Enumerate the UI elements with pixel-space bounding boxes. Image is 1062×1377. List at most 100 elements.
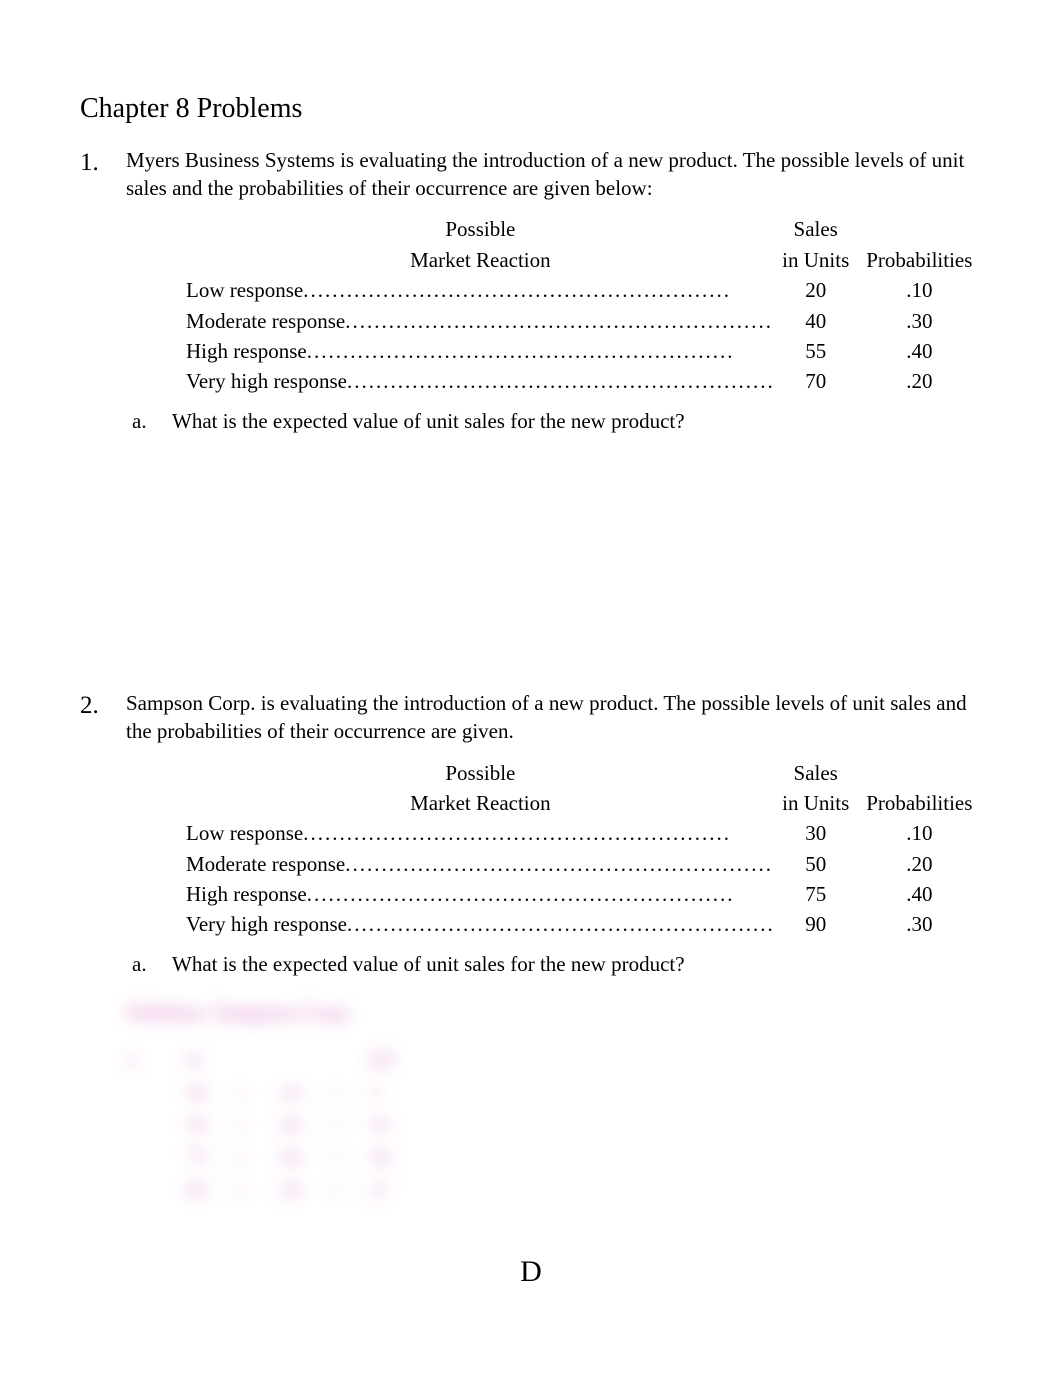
problem-body: Myers Business Systems is evaluating the… xyxy=(126,146,982,435)
s-dp: 3 xyxy=(355,1077,410,1109)
s-eq: = xyxy=(315,1109,355,1141)
table-header-prob: Probabilities xyxy=(857,245,982,275)
sub-letter: a. xyxy=(126,950,172,978)
row-prob: .10 xyxy=(857,818,982,848)
data-table-1: Possible Sales Market Reaction in Units … xyxy=(186,214,982,396)
dots: ........................................… xyxy=(307,337,775,365)
sub-question-1a: a. What is the expected value of unit sa… xyxy=(126,407,982,435)
problem-body: Sampson Corp. is evaluating the introduc… xyxy=(126,689,982,978)
row-sales: 75 xyxy=(775,879,857,909)
row-label: Very high response xyxy=(186,367,347,395)
table-header-blank xyxy=(857,214,982,244)
row-sales: 20 xyxy=(775,275,857,305)
blurred-solution: Solution: Sampson Corp. a. D DP 30 × .10… xyxy=(126,998,982,1206)
s-p: .20 xyxy=(261,1109,315,1141)
problem-1: 1. Myers Business Systems is evaluating … xyxy=(80,146,982,435)
table-header-sales: Sales xyxy=(775,214,857,244)
dots: ........................................… xyxy=(345,307,775,335)
table-row: Moderate response.......................… xyxy=(186,849,982,879)
table-row: High response...........................… xyxy=(186,336,982,366)
table-header-market: Market Reaction xyxy=(186,245,775,275)
solution-sub-letter: a. xyxy=(126,1044,172,1206)
table-row: Low response............................… xyxy=(186,818,982,848)
row-sales: 55 xyxy=(775,336,857,366)
row-prob: .20 xyxy=(857,366,982,396)
row-label: Very high response xyxy=(186,910,347,938)
table-header-possible: Possible xyxy=(186,214,775,244)
sub-text: What is the expected value of unit sales… xyxy=(172,950,982,978)
table-row: Very high response .....................… xyxy=(186,909,982,939)
dots: ........................................… xyxy=(303,819,774,847)
sub-text: What is the expected value of unit sales… xyxy=(172,407,982,435)
table-row: Low response............................… xyxy=(186,275,982,305)
table-row: Moderate response.......................… xyxy=(186,306,982,336)
s-d: 30 xyxy=(172,1077,221,1109)
chapter-title: Chapter 8 Problems xyxy=(80,90,982,128)
problem-2: 2. Sampson Corp. is evaluating the intro… xyxy=(80,689,982,978)
problem-number: 1. xyxy=(80,146,126,435)
row-label: High response xyxy=(186,880,307,908)
row-label: High response xyxy=(186,337,307,365)
s-p: .40 xyxy=(261,1141,315,1173)
table-header-market: Market Reaction xyxy=(186,788,775,818)
s-dp: 27 xyxy=(355,1174,410,1206)
row-prob: .10 xyxy=(857,275,982,305)
dots: ........................................… xyxy=(347,367,775,395)
data-table-2: Possible Sales Market Reaction in Units … xyxy=(186,758,982,940)
solution-heading: Solution: Sampson Corp. xyxy=(126,998,982,1026)
s-dp: 30 xyxy=(355,1141,410,1173)
dots: ........................................… xyxy=(345,850,775,878)
row-label: Low response xyxy=(186,819,303,847)
s-dp: 10 xyxy=(355,1109,410,1141)
row-label: Moderate response xyxy=(186,307,345,335)
table-row: Very high response......................… xyxy=(186,366,982,396)
dots: ........................................… xyxy=(303,276,774,304)
col-dp: DP xyxy=(355,1044,410,1076)
problem-number: 2. xyxy=(80,689,126,978)
problem-text: Sampson Corp. is evaluating the introduc… xyxy=(126,689,982,746)
sub-letter: a. xyxy=(126,407,172,435)
s-x: × xyxy=(221,1141,261,1173)
s-x: × xyxy=(221,1077,261,1109)
s-d: 75 xyxy=(172,1141,221,1173)
dots: ........................................… xyxy=(347,910,775,938)
s-d: 90 xyxy=(172,1174,221,1206)
table-header-units: in Units xyxy=(775,788,857,818)
s-x: × xyxy=(221,1174,261,1206)
table-header-sales: Sales xyxy=(775,758,857,788)
row-prob: .20 xyxy=(857,849,982,879)
s-p: .30 xyxy=(261,1174,315,1206)
s-d: 50 xyxy=(172,1109,221,1141)
table-header-blank xyxy=(857,758,982,788)
solution-row: 90 × .30 = 27 xyxy=(172,1174,410,1206)
solution-row: 75 × .40 = 30 xyxy=(172,1141,410,1173)
row-label: Moderate response xyxy=(186,850,345,878)
row-sales: 90 xyxy=(775,909,857,939)
solution-row: 30 × .10 = 3 xyxy=(172,1077,410,1109)
table-header-units: in Units xyxy=(775,245,857,275)
page-footer-d: D xyxy=(520,1252,542,1293)
row-sales: 30 xyxy=(775,818,857,848)
s-p: .10 xyxy=(261,1077,315,1109)
s-x: × xyxy=(221,1109,261,1141)
table-header-possible: Possible xyxy=(186,758,775,788)
s-eq: = xyxy=(315,1174,355,1206)
row-sales: 50 xyxy=(775,849,857,879)
solution-table: D DP 30 × .10 = 3 50 × .20 = xyxy=(172,1044,410,1206)
table-row: High response ..........................… xyxy=(186,879,982,909)
dots: ........................................… xyxy=(307,880,775,908)
row-prob: .30 xyxy=(857,306,982,336)
s-eq: = xyxy=(315,1077,355,1109)
s-eq: = xyxy=(315,1141,355,1173)
row-prob: .30 xyxy=(857,909,982,939)
row-prob: .40 xyxy=(857,336,982,366)
sub-question-2a: a. What is the expected value of unit sa… xyxy=(126,950,982,978)
row-prob: .40 xyxy=(857,879,982,909)
spacer xyxy=(80,449,982,689)
problem-text: Myers Business Systems is evaluating the… xyxy=(126,146,982,203)
row-sales: 70 xyxy=(775,366,857,396)
table-header-prob: Probabilities xyxy=(857,788,982,818)
col-d: D xyxy=(172,1044,221,1076)
row-label: Low response xyxy=(186,276,303,304)
solution-row: 50 × .20 = 10 xyxy=(172,1109,410,1141)
